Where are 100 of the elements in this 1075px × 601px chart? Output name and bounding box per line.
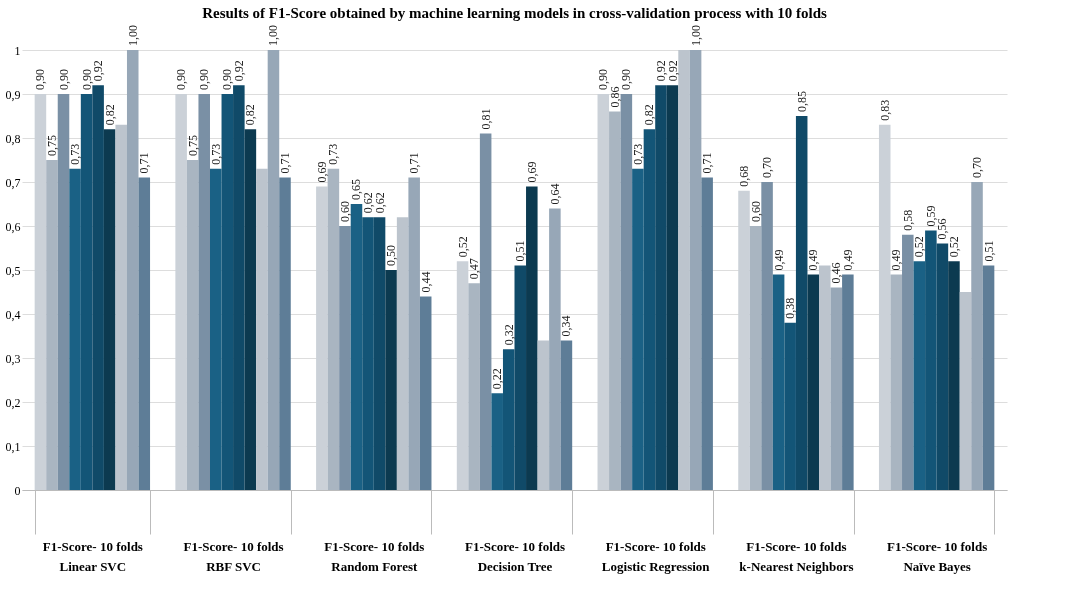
data-label: 0,65 — [349, 179, 364, 200]
data-label: 0,58 — [900, 209, 915, 231]
bar — [632, 168, 644, 490]
data-label: 0,71 — [277, 152, 292, 174]
bar — [69, 168, 81, 490]
bar — [761, 182, 773, 490]
data-label: 0,73 — [68, 143, 83, 165]
bar — [233, 85, 245, 490]
data-label: 0,90 — [56, 69, 71, 90]
bar — [57, 94, 70, 490]
data-label: 0,90 — [619, 69, 634, 90]
data-label: 0,92 — [653, 60, 668, 82]
data-label: 0,22 — [490, 368, 505, 390]
bar — [80, 94, 93, 490]
bar — [738, 190, 750, 490]
x-tick-label: F1-Score- 10 folds Logistic Regression — [601, 538, 711, 574]
bar — [186, 160, 199, 490]
bar — [560, 340, 573, 490]
data-label: 0,81 — [478, 108, 493, 130]
data-label: 0,90 — [33, 69, 48, 90]
bar — [982, 265, 995, 490]
y-tick-label: 0 — [14, 483, 21, 498]
bar — [819, 265, 831, 490]
bar — [890, 274, 903, 490]
bar — [678, 50, 690, 490]
x-tick-label: F1-Score- 10 folds Linear SVC — [42, 538, 143, 574]
data-label: 0,60 — [748, 201, 763, 222]
data-label: 0,85 — [794, 91, 809, 112]
data-label: 0,34 — [559, 315, 574, 337]
y-tick-label: 1 — [14, 43, 21, 58]
data-label: 1,00 — [688, 25, 703, 46]
bar — [913, 261, 926, 490]
data-label: 0,69 — [314, 161, 329, 183]
bar — [807, 274, 820, 490]
bar — [34, 94, 47, 490]
bar — [925, 230, 937, 490]
data-label: 0,50 — [384, 245, 399, 266]
bar — [138, 177, 151, 490]
bar — [784, 322, 796, 490]
data-label: 0,69 — [524, 161, 539, 183]
y-tick-label: 0,9 — [5, 87, 21, 102]
data-label: 0,73 — [326, 143, 341, 165]
bar — [267, 50, 280, 490]
y-tick-label: 0,8 — [5, 131, 21, 146]
bar — [396, 217, 409, 490]
data-label: 0,52 — [912, 236, 927, 258]
x-tick-label: F1-Score- 10 folds RBF SVC — [183, 538, 284, 574]
bar — [689, 50, 702, 490]
bar — [643, 129, 656, 490]
data-label: 0,44 — [418, 271, 433, 293]
bar — [948, 261, 960, 490]
bar — [514, 265, 527, 490]
y-tick-label: 0,7 — [5, 175, 21, 190]
data-label: 0,92 — [91, 60, 106, 82]
chart-title: Results of F1-Score obtained by machine learning models in cross-validation process with 10 folds — [202, 5, 827, 21]
data-label: 0,73 — [208, 143, 223, 165]
bar — [244, 129, 257, 490]
bar — [350, 204, 363, 490]
data-label: 0,60 — [337, 201, 352, 222]
bar — [842, 274, 854, 490]
bar — [479, 133, 492, 490]
data-label: 0,82 — [102, 104, 117, 126]
data-label: 0,75 — [185, 135, 200, 156]
bar — [795, 116, 808, 490]
bar — [373, 217, 386, 490]
data-label: 0,32 — [501, 324, 516, 346]
bar — [408, 177, 420, 490]
data-label: 0,47 — [467, 258, 482, 280]
data-label: 0,71 — [700, 152, 715, 174]
bar — [175, 94, 187, 490]
bar — [936, 243, 949, 490]
bar — [655, 85, 667, 490]
bar — [92, 85, 104, 490]
x-tick-label: F1-Score- 10 folds Decision Tree — [464, 538, 566, 574]
bar — [971, 182, 983, 490]
data-label: 0,90 — [79, 69, 94, 90]
bar — [620, 94, 633, 490]
bar — [959, 292, 972, 490]
bar — [526, 186, 538, 490]
bar — [419, 296, 432, 490]
bar — [609, 111, 621, 490]
data-label: 0,82 — [243, 104, 258, 126]
bar — [468, 283, 480, 490]
data-label: 0,49 — [889, 249, 904, 271]
y-tick-label: 0,5 — [5, 263, 21, 278]
bar — [103, 129, 116, 490]
bar — [279, 177, 291, 490]
y-tick-label: 0,1 — [5, 439, 21, 454]
x-tick-label: F1-Score- 10 folds Random Forest — [324, 538, 425, 574]
data-label: 0,62 — [361, 192, 376, 214]
bar — [830, 287, 843, 490]
bar — [339, 226, 351, 490]
bar — [749, 226, 762, 490]
data-label: 0,70 — [970, 157, 985, 178]
data-label: 0,82 — [642, 104, 657, 126]
bar — [597, 94, 610, 490]
data-label: 0,38 — [783, 297, 798, 319]
bar — [902, 234, 914, 490]
y-tick-label: 0,6 — [5, 219, 21, 234]
bar — [537, 340, 550, 490]
